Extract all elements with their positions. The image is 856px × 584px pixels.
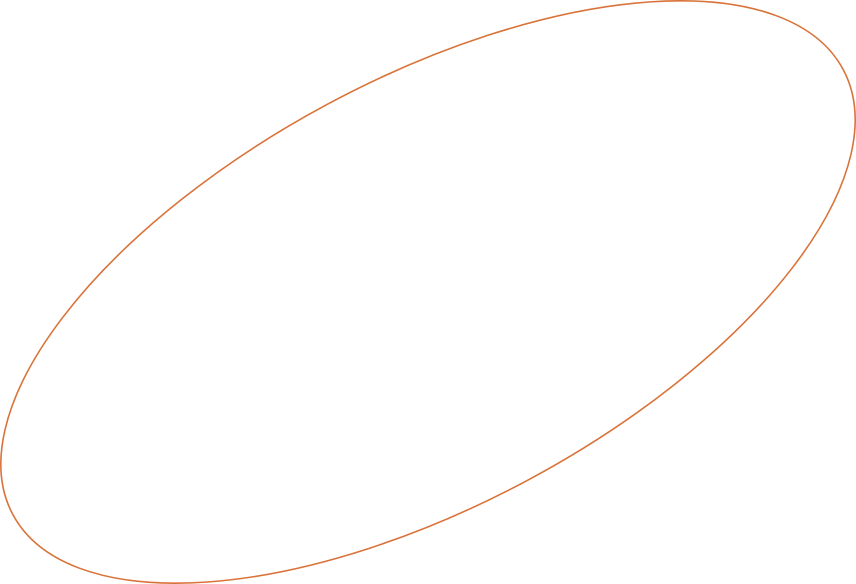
canvas — [0, 0, 856, 584]
tilted-ellipse — [0, 0, 856, 584]
